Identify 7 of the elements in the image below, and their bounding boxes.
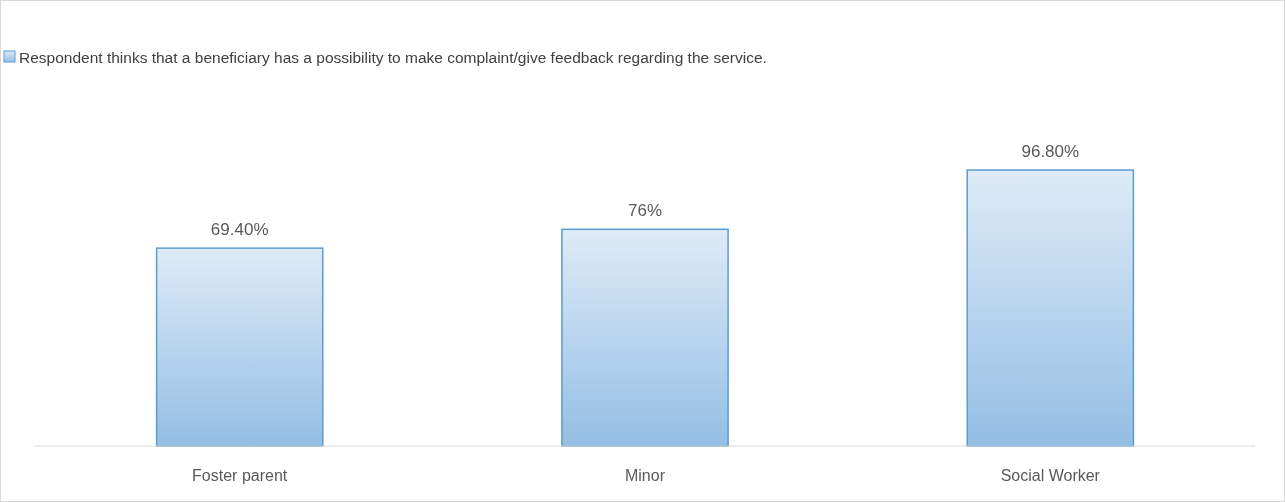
data-label: 76% xyxy=(627,201,663,221)
data-label: 96.80% xyxy=(1021,142,1080,161)
data-label: 69.40% xyxy=(210,220,269,240)
x-tick-label: Social Worker xyxy=(1000,467,1101,484)
x-tick-label: Foster parent xyxy=(192,467,288,484)
legend-label: Respondent thinks that a beneficiary has a possibility to make complaint/give feedback regarding the service. xyxy=(19,49,767,66)
x-tick-label: Minor xyxy=(624,467,666,484)
